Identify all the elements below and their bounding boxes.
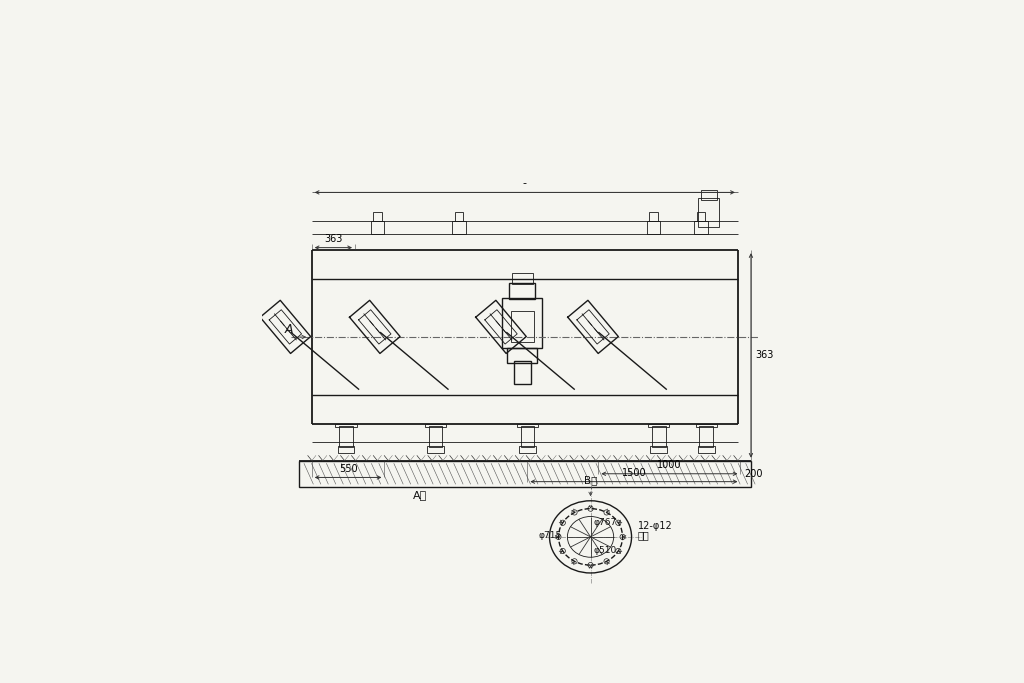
Bar (694, 221, 708, 234)
Bar (339, 426, 353, 447)
Bar (647, 221, 660, 234)
Bar (696, 212, 706, 221)
Text: 200: 200 (744, 469, 763, 479)
Bar (699, 426, 713, 447)
Text: φ767: φ767 (593, 518, 616, 527)
Text: 均布: 均布 (638, 530, 649, 540)
Text: 550: 550 (339, 464, 357, 474)
Text: -: - (523, 178, 526, 189)
Bar (425, 423, 445, 427)
Bar (701, 190, 717, 200)
Bar (509, 283, 536, 299)
Bar (698, 197, 720, 227)
Bar (371, 221, 384, 234)
Bar (374, 212, 382, 221)
Bar (429, 426, 442, 447)
Text: 12-φ12: 12-φ12 (638, 521, 673, 531)
Bar (650, 447, 668, 453)
Bar (512, 273, 532, 284)
Bar (695, 423, 717, 427)
Bar (652, 426, 666, 447)
Bar (338, 447, 354, 453)
Text: 363: 363 (755, 350, 773, 361)
Text: 363: 363 (325, 234, 343, 245)
Bar (517, 423, 538, 427)
Text: 1500: 1500 (622, 468, 646, 478)
Text: B向: B向 (584, 475, 597, 485)
Text: φ715: φ715 (539, 531, 561, 540)
Bar (453, 221, 466, 234)
Bar (508, 348, 537, 363)
Bar (697, 447, 715, 453)
Bar (299, 460, 751, 487)
Text: φ510: φ510 (593, 546, 616, 555)
Text: A: A (285, 322, 294, 335)
Bar (648, 423, 670, 427)
Bar (455, 212, 463, 221)
Bar (514, 361, 530, 385)
Bar (336, 423, 356, 427)
Bar (502, 298, 542, 348)
Bar (520, 426, 535, 447)
Bar (649, 212, 657, 221)
Text: A向: A向 (413, 490, 427, 499)
Bar (427, 447, 443, 453)
Bar (511, 311, 534, 342)
Text: 1000: 1000 (657, 460, 682, 470)
Bar (519, 447, 536, 453)
